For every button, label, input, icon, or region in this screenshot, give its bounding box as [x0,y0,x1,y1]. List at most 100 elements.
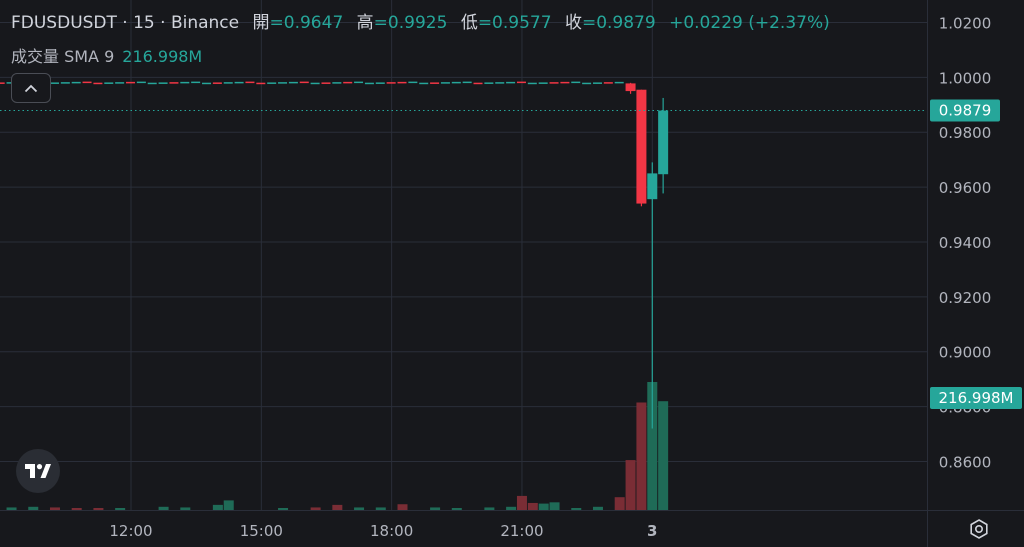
price-dash [592,82,602,84]
price-dash [60,82,70,84]
high-label: 高 [356,13,374,33]
price-badge: 0.9879 [939,102,992,120]
gear-icon[interactable] [966,516,992,542]
volume-badge: 216.998M [939,389,1014,407]
price-dash [495,82,505,84]
prior-price-dashes [0,81,624,85]
collapse-legend-button[interactable] [11,73,51,103]
price-dash [93,82,103,85]
open-label: 開 [252,13,270,33]
price-dash [212,82,222,84]
price-dash [267,82,277,84]
price-dash [288,81,298,84]
price-dash [560,81,570,84]
symbol-title: FDUSDUSDT · 15 · Binance [11,13,240,33]
price-dash [549,82,559,84]
low-label: 低 [460,13,478,33]
price-dash [234,81,244,84]
price-dash [245,81,255,84]
volume-legend-label: 成交量 SMA 9 [11,47,115,66]
price-dash [582,82,592,85]
price-dash [321,82,331,84]
price-dash [202,82,212,85]
candle-body [658,110,669,175]
volume-bar [212,504,223,510]
volume-bar [332,504,343,510]
candle-body [647,173,658,200]
price-dash [332,82,342,84]
y-tick-label: 0.9000 [939,344,992,362]
volume-bars [6,382,669,510]
low-value: =0.9577 [477,13,552,33]
open-value: =0.9647 [269,13,344,33]
high-value: =0.9925 [373,13,448,33]
logo-glyph [25,464,51,478]
volume-bar [516,495,527,510]
price-dash [158,82,168,84]
close-label: 收 [564,13,582,33]
volume-bar [571,508,582,510]
volume-legend-value: 216.998M [122,47,203,66]
volume-bar [658,401,669,510]
price-dash [169,82,179,84]
volume-bar [278,508,289,510]
ohlc-legend: FDUSDUSDT · 15 · Binance 開=0.9647 高=0.99… [11,8,830,33]
chevron-up-icon [24,84,38,92]
y-tick-label: 0.9200 [939,289,992,307]
volume-legend: 成交量 SMA 9 216.998M [11,43,202,67]
volume-bar [549,502,560,510]
y-tick-label: 0.9600 [939,179,992,197]
price-dash [0,82,5,84]
y-tick-label: 0.9400 [939,234,992,252]
price-dash [354,81,364,84]
price-dash [571,81,581,84]
gear-glyph [970,519,988,539]
candle-body [625,83,636,92]
price-dash [430,82,440,84]
volume-bar [6,507,17,510]
candles [625,82,669,429]
price-dash [136,81,146,84]
volume-bar [647,382,658,510]
price-dash [104,82,114,84]
volume-bar [158,506,169,510]
volume-bar [625,460,636,510]
price-dash [191,81,201,84]
price-dash [397,81,407,84]
volume-bar [28,506,39,510]
x-tick-label: 18:00 [370,522,413,540]
x-tick-label: 3 [647,522,657,540]
price-dash [278,82,288,84]
price-dash [516,81,526,84]
tradingview-logo-icon[interactable] [16,449,60,493]
price-dash [71,81,81,84]
price-dash [375,82,385,84]
candle-body [636,89,647,204]
volume-bar [375,507,386,510]
price-dash [49,82,59,84]
volume-bar [484,507,495,510]
price-dash [419,82,429,85]
price-dash [408,81,418,84]
price-dash [506,81,516,84]
volume-bar [636,402,647,510]
y-tick-label: 1.0000 [939,69,992,87]
price-dash [256,82,266,85]
price-badge-bg [930,99,1000,122]
price-dash [440,82,450,84]
price-dash [527,82,537,85]
x-tick-label: 21:00 [500,522,543,540]
price-dash [538,82,548,84]
price-dash [115,82,125,84]
price-dash [603,82,613,84]
volume-bar [538,503,549,510]
volume-bar [506,506,517,510]
y-tick-label: 0.9800 [939,124,992,142]
price-dash [126,81,135,84]
volume-bar [592,506,603,510]
volume-bar [180,507,191,510]
volume-bar [397,504,408,510]
